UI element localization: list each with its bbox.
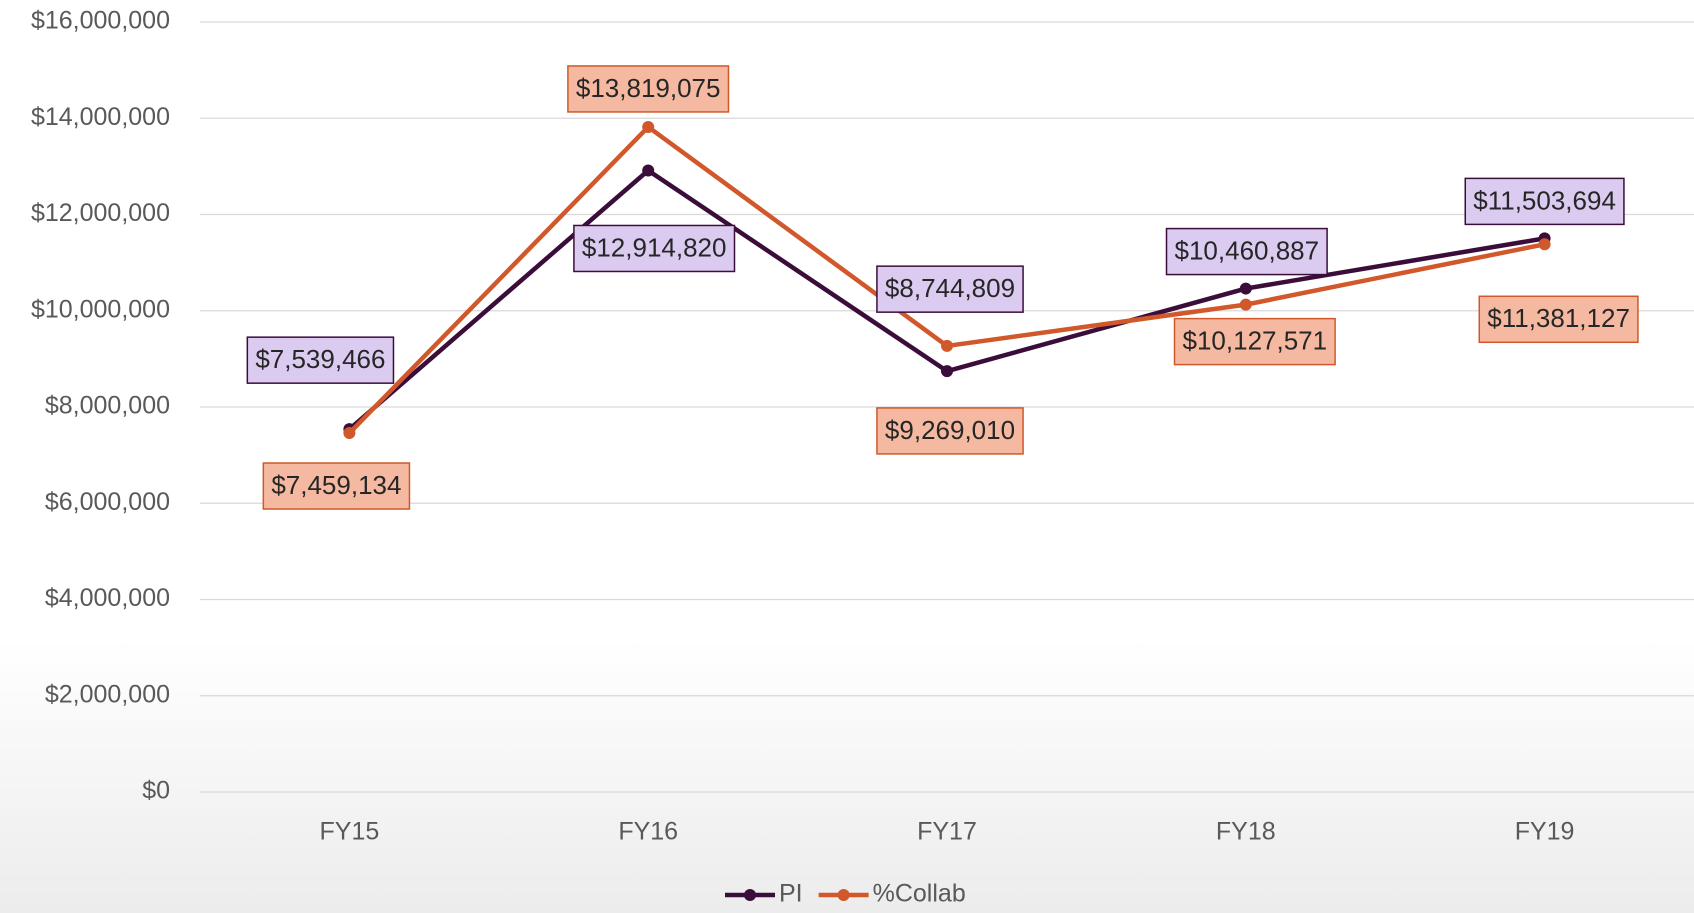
x-tick-label: FY17 xyxy=(917,818,977,846)
y-tick-label: $12,000,000 xyxy=(31,199,170,227)
point xyxy=(642,164,655,177)
data-label-box xyxy=(1165,227,1328,276)
x-tick-label: FY18 xyxy=(1216,818,1276,846)
point xyxy=(1239,298,1252,311)
data-label: $10,460,887 xyxy=(1165,227,1328,276)
point xyxy=(642,120,655,133)
y-tick-label: $0 xyxy=(142,777,170,805)
legend-label: %Collab xyxy=(873,880,966,908)
x-tick-label: FY19 xyxy=(1515,818,1575,846)
data-label-box xyxy=(1464,177,1625,226)
legend-marker xyxy=(837,889,850,901)
legend: PI %Collab xyxy=(725,880,966,908)
data-label: $7,459,134 xyxy=(262,462,411,510)
point xyxy=(1538,238,1551,251)
data-label-box xyxy=(876,265,1024,313)
point xyxy=(1239,282,1252,295)
data-label-box xyxy=(262,462,411,510)
data-label-box xyxy=(1478,295,1639,344)
data-label: $10,127,571 xyxy=(1173,317,1336,366)
data-label: $11,503,694 xyxy=(1464,177,1625,226)
data-label: $11,381,127 xyxy=(1478,295,1639,344)
x-tick-label: FY16 xyxy=(618,818,678,846)
data-label-box xyxy=(1173,317,1336,366)
data-label-box xyxy=(876,407,1024,455)
data-label-box xyxy=(573,224,736,273)
y-tick-label: $4,000,000 xyxy=(45,584,170,612)
y-tick-label: $16,000,000 xyxy=(31,7,170,35)
data-label-text: $11,503,694 xyxy=(1473,185,1616,215)
data-label-box xyxy=(567,65,730,113)
data-label: $8,744,809 xyxy=(876,265,1024,313)
data-label: $9,269,010 xyxy=(876,407,1024,455)
y-tick-label: $14,000,000 xyxy=(31,103,170,131)
y-tick-label: $6,000,000 xyxy=(45,488,170,516)
legend-marker xyxy=(744,889,756,901)
data-label-text: $10,460,887 xyxy=(1175,235,1320,265)
data-label-box xyxy=(246,336,395,384)
data-label-text: $7,539,466 xyxy=(255,344,385,374)
data-label: $13,819,075 xyxy=(567,65,730,113)
point xyxy=(941,365,953,378)
data-label: $12,914,820 xyxy=(573,224,736,273)
data-label-text: $7,459,134 xyxy=(271,470,401,500)
y-tick-label: $10,000,000 xyxy=(31,295,170,323)
point xyxy=(941,339,953,352)
legend-label: PI xyxy=(779,880,803,908)
y-tick-label: $8,000,000 xyxy=(45,392,170,420)
data-label-text: $8,744,809 xyxy=(885,273,1015,303)
x-tick-label: FY15 xyxy=(320,818,380,846)
y-tick-label: $2,000,000 xyxy=(45,680,170,708)
data-label-text: $11,381,127 xyxy=(1487,303,1630,333)
data-label-text: $9,269,010 xyxy=(885,415,1015,445)
data-label: $7,539,466 xyxy=(246,336,395,384)
point xyxy=(343,427,356,440)
data-label-text: $10,127,571 xyxy=(1183,325,1328,355)
data-label-text: $13,819,075 xyxy=(576,73,721,103)
data-label-text: $12,914,820 xyxy=(582,232,727,262)
